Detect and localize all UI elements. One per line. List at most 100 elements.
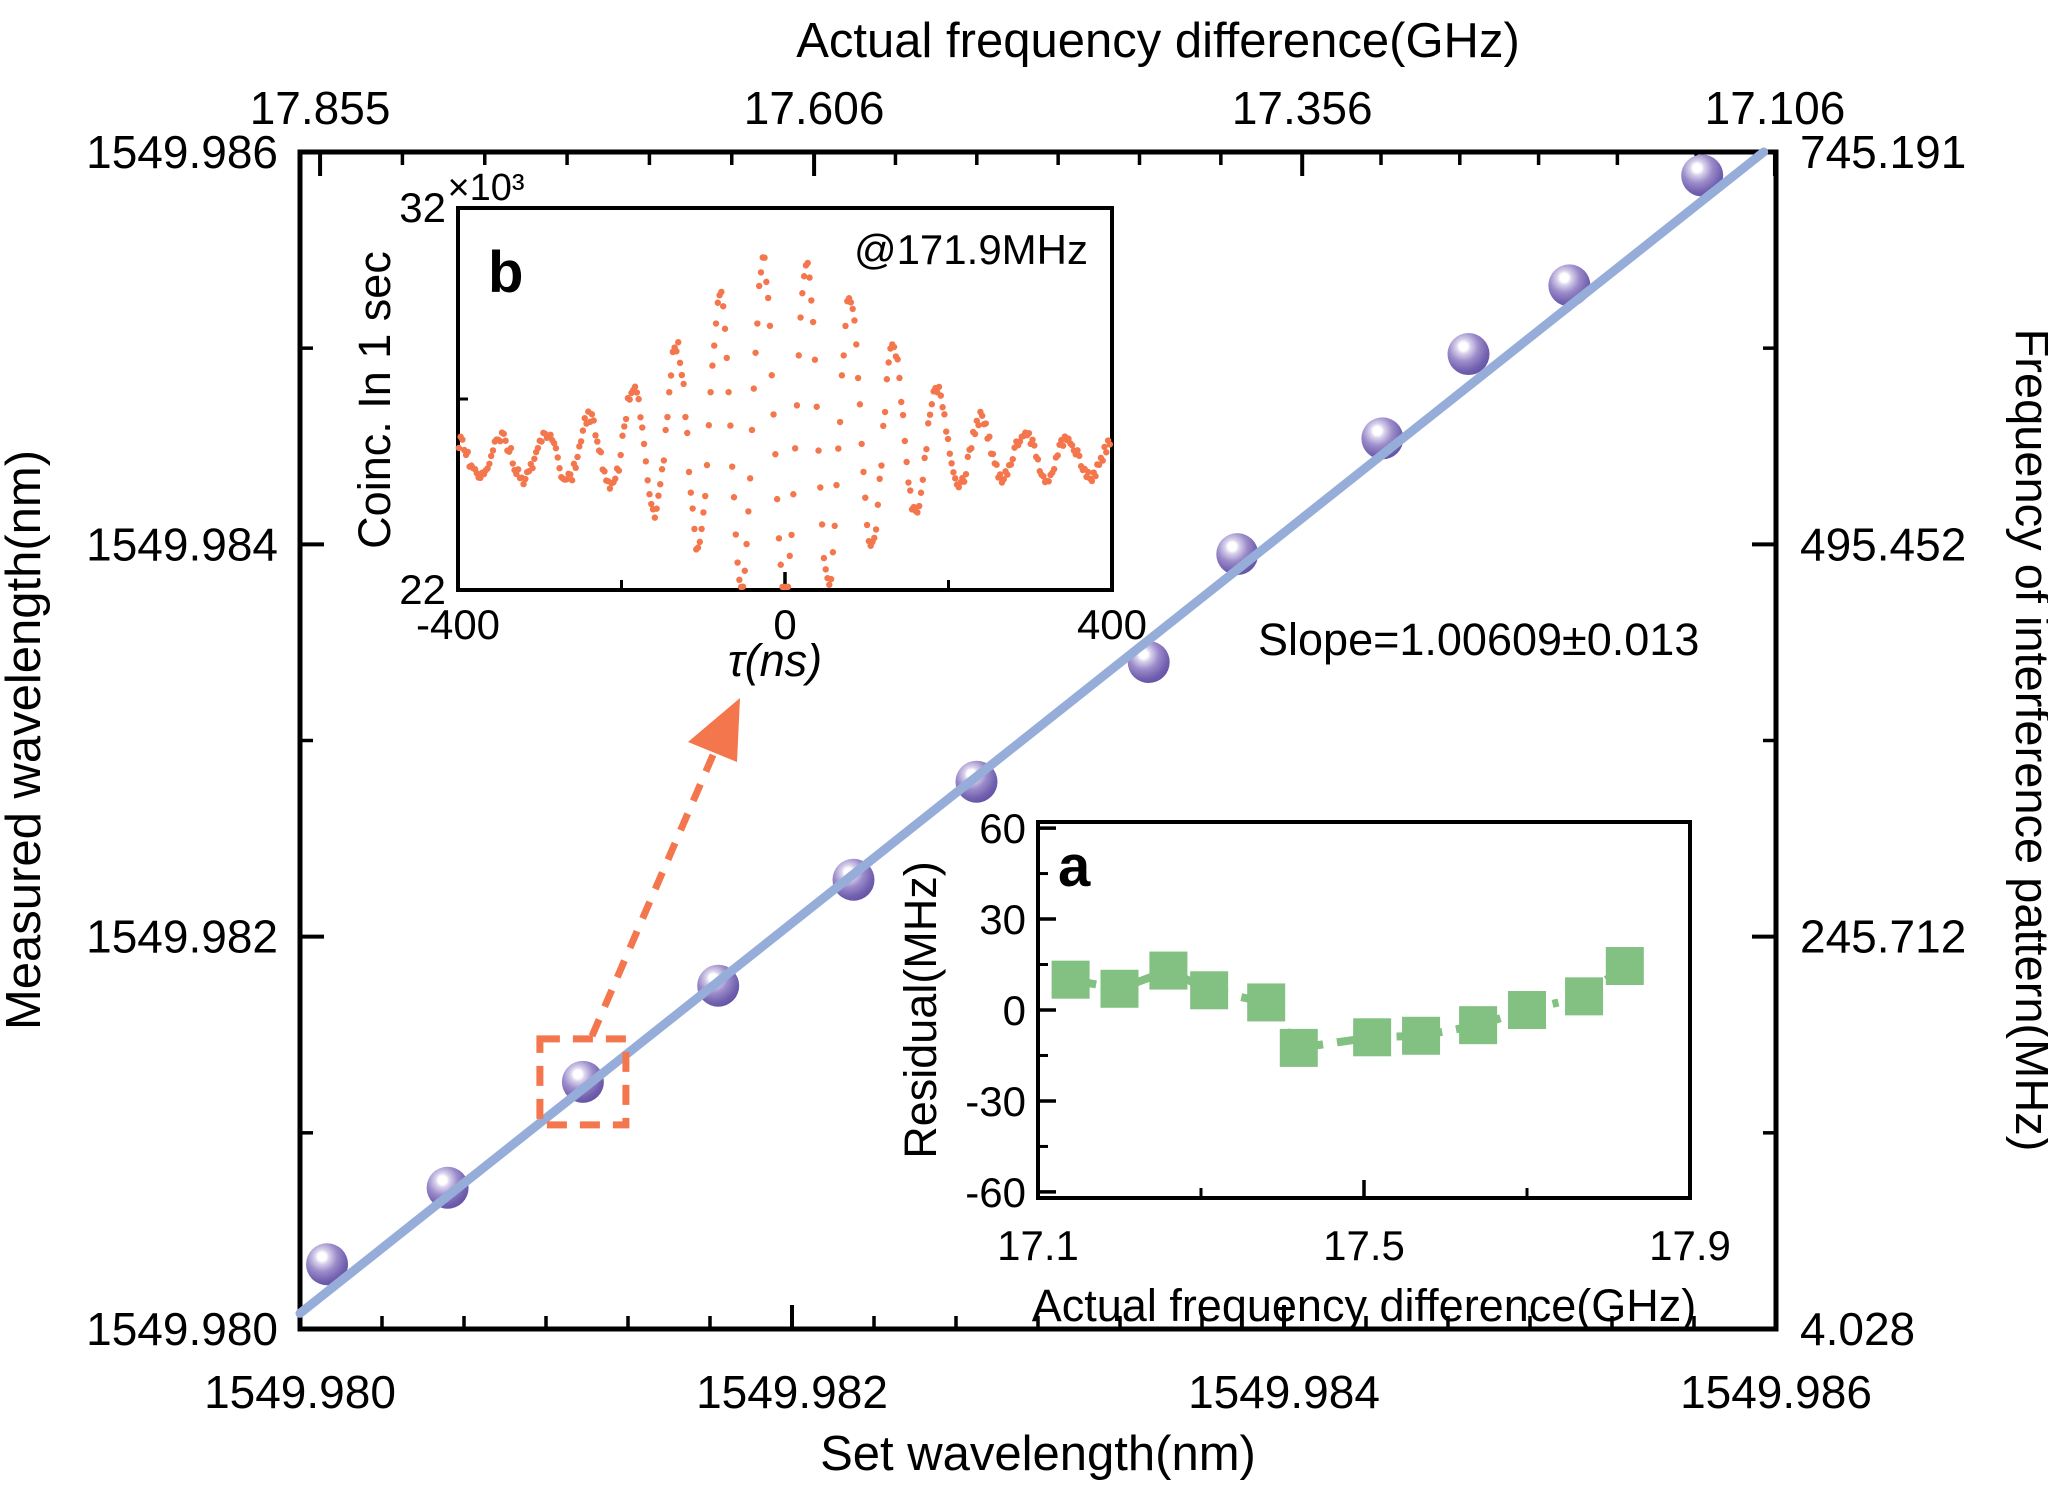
fringe-dot [739,583,747,590]
fringe-dot [606,485,614,492]
fringe-dot [1031,442,1038,449]
residual-point [1353,1018,1392,1057]
fringe-dot [763,278,770,286]
fringe-dot [725,388,732,396]
fringe-dot [775,535,783,542]
fringe-dot [1040,473,1047,480]
fringe-dot [592,432,599,439]
fringe-dot [590,417,597,424]
bottom-axis-title: Set wavelength(nm) [820,1427,1256,1481]
fringe-dot [1007,461,1015,468]
fringe-dot [840,352,847,359]
fringe-dot [797,314,804,321]
fringe-dot [876,475,883,483]
fringe-dot [486,460,493,467]
fringe-dot [579,427,587,434]
fringe-dot [804,259,811,267]
fringe-dot [896,374,903,382]
right-axis-title: Frequency of interference pattern(MHz) [2006,329,2048,1152]
main-left-tick-label: 1549.984 [86,518,278,570]
fringe-dot [685,468,693,476]
fringe-dot [993,461,1000,468]
inset-a-y-tick-label: -60 [965,1169,1026,1216]
fringe-dot [962,470,970,478]
fringe-dot [773,495,781,503]
inset-a-y-tick-label: 30 [979,896,1026,943]
main-right-tick-label: 4.028 [1800,1303,1915,1355]
fringe-dot [1088,477,1096,485]
fringe-dot [711,342,718,349]
data-point-sphere [426,1166,469,1209]
fringe-dot [700,509,707,516]
fringe-dot [660,457,668,464]
fringe-dot [986,433,993,440]
fringe-dot [899,411,907,419]
fringe-dot [487,452,495,460]
fringe-dot [952,475,959,482]
fringe-dot [658,466,666,473]
fringe-dot [968,445,975,452]
fringe-dot [982,420,989,427]
fringe-dot [509,460,516,467]
fringe-dot [928,401,936,408]
fringe-dot [761,254,768,261]
fringe-dot [770,411,777,418]
fringe-dot [943,428,950,435]
fringe-dot [793,402,801,409]
fringe-dot [955,484,963,491]
fringe-dot [772,451,779,458]
fringe-dot [847,299,855,306]
fringe-dot [791,445,799,452]
inset-b-x-title: τ(ns) [728,635,822,686]
fringe-dot [1029,436,1036,443]
fringe-dot [1045,478,1052,485]
fringe-dot [743,540,750,548]
fringe-dot [964,453,971,461]
fringe-dot [702,492,709,500]
fringe-dot [709,362,716,369]
fringe-dot [1085,468,1092,476]
fringe-dot [916,502,923,510]
fringe-dot [975,421,982,429]
inset-a-y-tick-label: 0 [1003,987,1026,1034]
fringe-dot [800,273,808,280]
inset-a-content: 17.1 17.5 17.9 60 30 0 -30 -60 [965,805,1731,1269]
fringe-dot [556,465,563,472]
fringe-dot [799,290,806,297]
fringe-dot [637,414,644,421]
fringe-dot [750,385,757,392]
fringe-dot [718,288,725,296]
main-right-tick-label: 495.452 [1800,518,1966,570]
fringe-dot [971,430,979,438]
fringe-dot [734,559,741,566]
fringe-dot [808,297,815,304]
fringe-dot [520,480,527,488]
fringe-dot [860,468,867,476]
fringe-dot [662,426,669,434]
residual-point [1190,971,1229,1010]
fringe-dot [1092,472,1099,480]
fringe-dot [854,374,862,382]
main-bottom-tick-label: 1549.982 [696,1366,888,1418]
fringe-dot [489,447,497,454]
main-top-tick-label: 17.606 [744,82,885,134]
left-axis-title: Measured wavelength(nm) [0,450,51,1030]
inset-b-panel-label: b [488,240,523,305]
inset-b-y-tick-label: 22 [399,566,446,613]
fringe-dot [631,383,639,390]
main-top-tick-label: 17.356 [1232,82,1373,134]
fringe-dot [705,422,713,429]
fringe-dot [633,389,641,396]
fringe-dot [464,448,472,456]
fringe-dot [996,471,1004,478]
fringe-dot [1101,443,1108,451]
fringe-dot [788,531,795,539]
fringe-dot [500,430,507,437]
fringe-dot [644,477,651,484]
fringe-dot [829,549,837,556]
fringe-dot [597,449,605,456]
fringe-dot [862,494,869,501]
fringe-dot [707,388,714,396]
fringe-dot [826,581,833,588]
